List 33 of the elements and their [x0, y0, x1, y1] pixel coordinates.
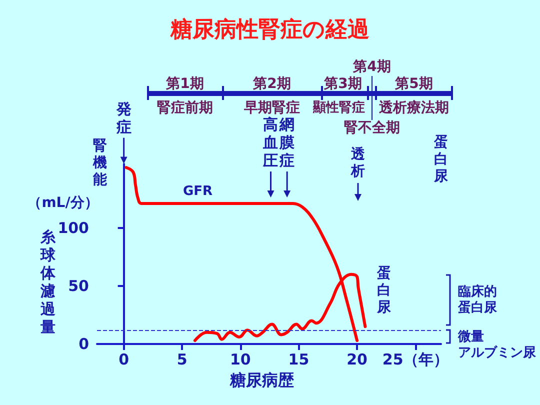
y-axis-title: 糸球体濾過量	[40, 228, 56, 336]
annotation: 高血圧	[262, 115, 278, 170]
x-axis-title: 糖尿病歴	[229, 370, 294, 390]
text: 透析療法期	[378, 99, 449, 116]
annotation: 透析	[350, 146, 366, 180]
x-tick-label: 20	[346, 350, 368, 368]
y-tick-label: 0	[78, 335, 89, 353]
series-label: 蛋白尿	[376, 266, 392, 316]
text: 顯性腎症	[312, 100, 365, 116]
text: 第3期	[323, 76, 362, 92]
text: 早期腎症	[243, 99, 300, 116]
annotation: 発症	[115, 100, 132, 136]
x-tick-label: 0	[118, 350, 130, 368]
annotation: （mL/分）	[28, 195, 98, 211]
x-tick-label: 5	[176, 350, 188, 368]
text: 臨床的蛋白尿	[457, 284, 498, 316]
text: 腎不全期	[344, 120, 400, 136]
annotation: 網膜症	[278, 115, 295, 170]
annotation: 腎機能	[92, 138, 108, 188]
chart-title: 糖尿病性腎症の経過	[170, 18, 370, 42]
text: 第2期	[252, 76, 291, 92]
text: 第4期	[352, 59, 391, 75]
text: 第5期	[394, 76, 433, 92]
y2-axis-title: 蛋白尿	[433, 134, 449, 184]
text: 第1期	[165, 76, 204, 92]
x-tick-label: 15	[288, 350, 310, 368]
text: 微量アルブミン尿	[457, 330, 537, 360]
y-tick-label: 50	[68, 276, 89, 295]
text: 腎症前期	[157, 99, 213, 116]
x-tick-label: 10	[230, 350, 251, 368]
series-label: GFR	[183, 184, 213, 199]
x-tick-label: 25（年）	[382, 350, 448, 368]
y-tick-label: 100	[58, 218, 89, 237]
